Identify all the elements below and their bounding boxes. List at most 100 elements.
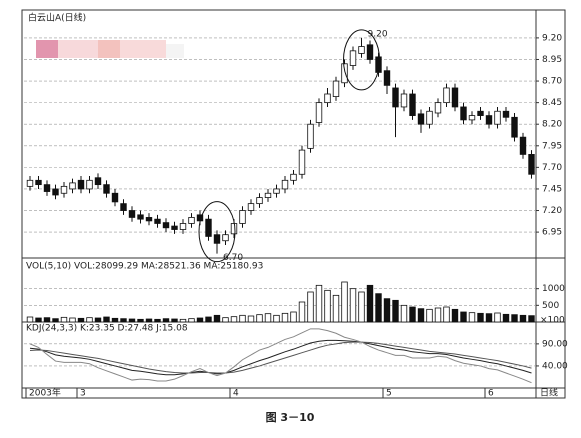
candle-body (52, 188, 59, 196)
candle-body (247, 203, 255, 211)
volume-bar (349, 288, 357, 323)
candle-body (349, 50, 357, 66)
y-tick-label: 90.00 (542, 339, 568, 349)
volume-bar (145, 318, 153, 323)
candle-body (239, 210, 246, 224)
kdj-line (29, 341, 532, 374)
volume-bar (239, 314, 246, 323)
volume-bar (128, 318, 136, 323)
candle-body (426, 110, 433, 125)
volume-bar (290, 311, 297, 323)
candle-body (519, 136, 527, 155)
x-tick-label: 5 (386, 389, 392, 399)
y-tick-label: 7.45 (542, 184, 562, 194)
y-tick-label: 7.95 (542, 141, 562, 151)
volume-bar (247, 315, 255, 323)
candle-body (298, 149, 306, 175)
candle-body (264, 192, 272, 198)
volume-bar (434, 307, 442, 323)
volume-bar (426, 308, 433, 323)
volume-bar (358, 291, 365, 323)
candle-body (468, 115, 476, 121)
candle-body (111, 192, 119, 203)
volume-bar (35, 317, 42, 323)
volume-bar (137, 318, 144, 323)
volume-bar (222, 317, 229, 323)
candle-body (213, 234, 221, 244)
volume-bar (528, 315, 535, 323)
volume-bar (366, 284, 374, 323)
candle-body (281, 179, 289, 190)
candle-body (341, 63, 348, 84)
volume-bar (60, 316, 68, 323)
y-tick-label: 7.70 (542, 163, 562, 173)
highlight-circle (198, 201, 236, 263)
unit-label: ×100 (540, 316, 565, 326)
volume-bar (324, 289, 331, 323)
volume-bar (494, 312, 501, 323)
volume-bar (409, 306, 416, 323)
candle-body (307, 123, 314, 149)
y-tick-label: 8.70 (542, 77, 562, 87)
chart-title: 白云山A(日线) (28, 12, 86, 24)
volume-bar (26, 316, 34, 323)
y-tick-label: 7.20 (542, 206, 562, 216)
volume-bar (375, 293, 382, 323)
volume-bar (477, 312, 484, 323)
volume-bar (256, 314, 263, 323)
volume-bar (298, 301, 306, 323)
volume-bar (511, 314, 518, 323)
volume-bar (94, 317, 102, 323)
annotation: 6.70 (223, 253, 243, 263)
volume-bar (460, 311, 467, 323)
candle-body (35, 179, 42, 186)
candle-body (443, 87, 450, 104)
candle-body (528, 154, 535, 175)
volume-bar (273, 314, 280, 323)
candle-body (451, 87, 459, 108)
period-label: 日线 (540, 387, 558, 399)
candle-body (154, 218, 161, 224)
volume-bar (519, 314, 527, 323)
volume-bar (162, 318, 170, 323)
kdj-line (29, 328, 532, 384)
x-tick-label: 6 (488, 389, 494, 399)
blurred-legend (36, 40, 184, 58)
candle-body (332, 80, 340, 97)
volume-bar (468, 312, 476, 323)
candle-body (511, 116, 518, 138)
volume-bar (400, 304, 408, 323)
volume-bar (443, 306, 450, 323)
candle-body (77, 179, 85, 190)
candle-body (128, 210, 136, 218)
x-tick-label: 3 (80, 389, 86, 399)
candle-body (460, 106, 467, 121)
candle-body (273, 188, 280, 194)
y-tick-label: 1000 (542, 284, 565, 294)
candle-body (162, 222, 170, 229)
candle-body (409, 93, 416, 116)
candle-body (256, 197, 263, 205)
candle-body (171, 225, 178, 230)
candle-body (375, 56, 382, 73)
candle-body (366, 44, 374, 60)
volume-bar (52, 318, 59, 323)
y-tick-label: 8.95 (542, 55, 562, 65)
candle-body (137, 214, 144, 220)
volume-bar (392, 299, 399, 323)
x-tick-label: 2003年 (29, 387, 61, 399)
candle-body (86, 179, 93, 190)
candle-body (324, 93, 331, 104)
y-tick-label: 40.00 (542, 361, 568, 371)
candle-body (358, 46, 365, 54)
frame (21, 9, 566, 399)
candle-body (417, 113, 425, 125)
volume-bar (485, 313, 493, 323)
panel-title: KDJ(24,3,3) K:23.35 D:27.48 J:15.08 (26, 324, 188, 334)
volume-bar (417, 308, 425, 323)
kdj-line (29, 339, 532, 376)
candle-body (69, 182, 76, 190)
candle-body (145, 217, 153, 222)
caption: 图 3－10 (266, 411, 315, 424)
